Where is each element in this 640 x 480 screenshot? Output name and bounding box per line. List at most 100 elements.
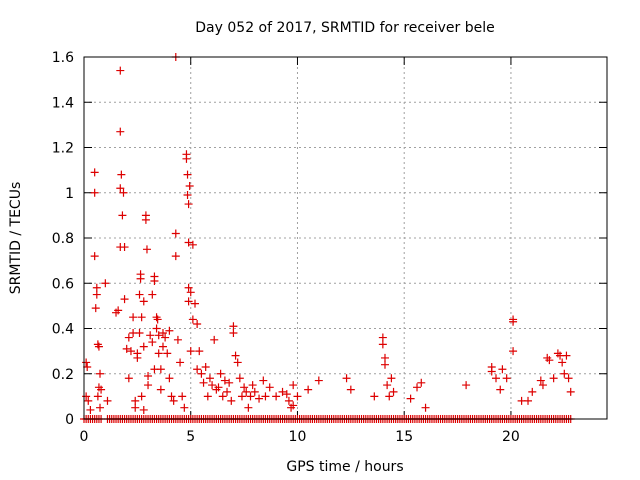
data-point [197,369,206,378]
data-point [185,181,194,190]
data-point [178,392,187,401]
data-point [242,387,251,396]
x-tick-label: 20 [502,429,520,445]
data-point [137,313,146,322]
data-point [90,168,99,177]
data-point [421,403,430,412]
data-point [246,392,255,401]
data-point [94,342,103,351]
data-point [562,351,571,360]
x-tick-label: 5 [186,429,195,445]
data-point [137,392,146,401]
data-point [227,396,236,405]
data-point [528,387,537,396]
data-point [214,383,223,392]
data-point [165,374,174,383]
data-point [96,369,105,378]
data-point [144,372,153,381]
data-point [378,340,387,349]
data-point [148,338,157,347]
data-point [536,376,545,385]
data-point [165,326,174,335]
y-tick-label: 0 [65,412,74,428]
data-point [387,374,396,383]
data-point [169,396,178,405]
data-point [205,374,214,383]
data-point [186,288,195,297]
data-point [383,381,392,390]
data-point [126,347,135,356]
data-point [385,392,394,401]
data-point [83,362,92,371]
y-tick-label: 0.2 [52,367,74,383]
data-point [304,385,313,394]
data-point [118,211,127,220]
data-point [148,290,157,299]
data-point [278,387,287,396]
data-point [156,385,165,394]
data-point [90,252,99,261]
data-point [509,317,518,326]
axis-ticks: 0 0.2 0.4 0.6 0.8 1 1.2 1.4 1.6 0 5 10 15 20 [52,50,607,445]
data-point [564,374,573,383]
data-point [161,333,170,342]
data-point [235,374,244,383]
data-point [133,353,142,362]
data-point [90,188,99,197]
data-point [119,188,128,197]
x-tick-label: 10 [289,429,307,445]
data-point [417,378,426,387]
y-tick-label: 0.4 [52,322,74,338]
grid [84,57,607,419]
data-point [195,347,204,356]
data-point [233,358,242,367]
data-point [141,215,150,224]
data-point [97,385,106,394]
data-point [380,360,389,369]
data-point [229,329,238,338]
data-point [114,306,123,315]
data-point [180,403,189,412]
data-point [131,396,140,405]
y-tick-label: 1.4 [52,95,74,111]
data-point [154,331,163,340]
y-axis-label: SRMTID / TECUs [8,182,24,295]
data-point [116,66,125,75]
data-point [173,335,182,344]
data-point [487,367,496,376]
data-point [237,392,246,401]
data-point [282,390,291,399]
data-point [560,369,569,378]
data-point [156,365,165,374]
data-point [122,344,131,353]
data-point [210,335,219,344]
data-point [250,387,259,396]
data-point [116,127,125,136]
data-point [223,387,232,396]
data-point [216,369,225,378]
data-point [86,405,95,414]
data-point [491,374,500,383]
data-point [184,297,193,306]
data-point [152,324,161,333]
data-point [150,276,159,285]
data-point [120,243,129,252]
data-point [558,358,567,367]
data-point [545,356,554,365]
data-point [566,387,575,396]
data-point [182,154,191,163]
data-point [462,381,471,390]
data-point [93,392,102,401]
data-point [259,376,268,385]
data-point [218,392,227,401]
data-point [549,374,558,383]
data-point [139,342,148,351]
chart-title: Day 052 of 2017, SRMTID for receiver bel… [195,20,494,36]
data-point [117,170,126,179]
data-point [229,322,238,331]
data-point [370,392,379,401]
data-point [261,392,270,401]
data-point [244,403,253,412]
data-point [240,383,249,392]
